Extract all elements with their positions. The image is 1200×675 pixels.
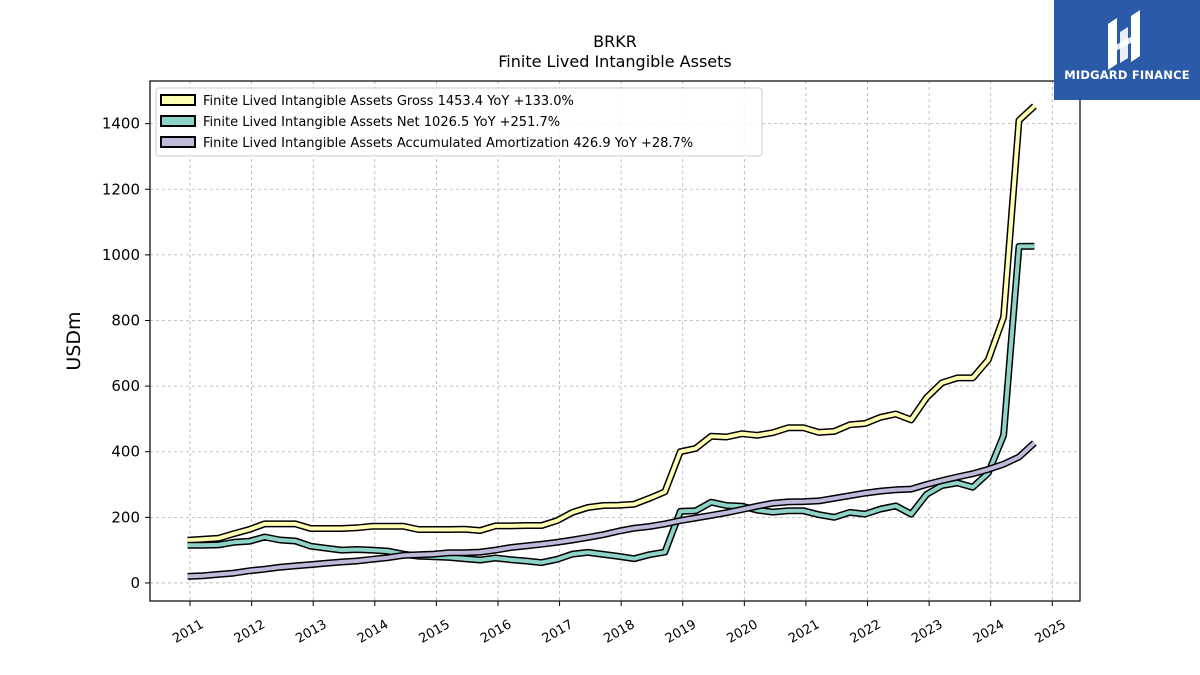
x-tick-label: 2024 xyxy=(971,617,1007,647)
series-line xyxy=(187,104,1036,543)
x-tick-label: 2021 xyxy=(786,617,822,647)
brand-name: MIDGARD FINANCE xyxy=(1064,68,1190,82)
series-lines xyxy=(187,103,1037,580)
midgard-logo-icon xyxy=(1108,10,1140,70)
legend-entry: Finite Lived Intangible Assets Gross 145… xyxy=(203,94,574,109)
grid xyxy=(150,81,1080,601)
x-tick-label: 2012 xyxy=(232,617,268,647)
x-tick-label: 2013 xyxy=(293,617,329,647)
x-axis: 2011 2012 2013 2014 2015 2016 2017 2018 2019 2020… xyxy=(170,601,1069,647)
series-3 xyxy=(187,440,1037,580)
y-tick-label: 800 xyxy=(111,311,140,329)
y-tick-label: 1400 xyxy=(102,115,140,133)
y-tick-label: 200 xyxy=(111,508,140,526)
x-tick-label: 2023 xyxy=(909,617,945,647)
legend-entry: Finite Lived Intangible Assets Accumulat… xyxy=(203,136,693,151)
x-tick-label: 2016 xyxy=(478,617,514,647)
x-tick-label: 2020 xyxy=(725,617,761,647)
series-2 xyxy=(187,242,1035,567)
y-axis: 0 200 400 600 800 1000 1200 1400 xyxy=(102,115,150,592)
x-tick-label: 2022 xyxy=(848,617,884,647)
y-tick-label: 1200 xyxy=(102,180,140,198)
brand-logo: MIDGARD FINANCE xyxy=(1054,0,1200,100)
x-tick-label: 2011 xyxy=(170,617,206,647)
series-line-outline xyxy=(187,103,1037,544)
legend-swatch xyxy=(160,94,196,106)
series-1 xyxy=(187,103,1037,544)
chart-subtitle: Finite Lived Intangible Assets xyxy=(498,52,731,71)
chart-title: BRKR xyxy=(593,32,637,51)
legend-entry: Finite Lived Intangible Assets Net 1026.… xyxy=(203,115,560,130)
x-tick-label: 2017 xyxy=(540,617,576,647)
x-tick-label: 2019 xyxy=(663,617,699,647)
x-tick-label: 2014 xyxy=(355,617,391,647)
series-line xyxy=(187,441,1036,579)
x-tick-label: 2015 xyxy=(417,617,453,647)
x-tick-label: 2025 xyxy=(1032,617,1068,647)
legend-box xyxy=(155,87,763,157)
legend-swatch xyxy=(160,136,196,148)
y-axis-label: USDm xyxy=(63,311,85,370)
y-tick-label: 0 xyxy=(130,574,140,592)
y-tick-label: 600 xyxy=(111,377,140,395)
legend-swatch xyxy=(160,115,196,127)
plot-frame xyxy=(149,80,1081,602)
x-tick-label: 2018 xyxy=(601,617,637,647)
y-tick-label: 1000 xyxy=(102,246,140,264)
series-line xyxy=(187,244,1035,565)
series-line-outline xyxy=(187,242,1035,567)
y-tick-label: 400 xyxy=(111,443,140,461)
legend: Finite Lived Intangible Assets Gross 145… xyxy=(155,87,763,157)
